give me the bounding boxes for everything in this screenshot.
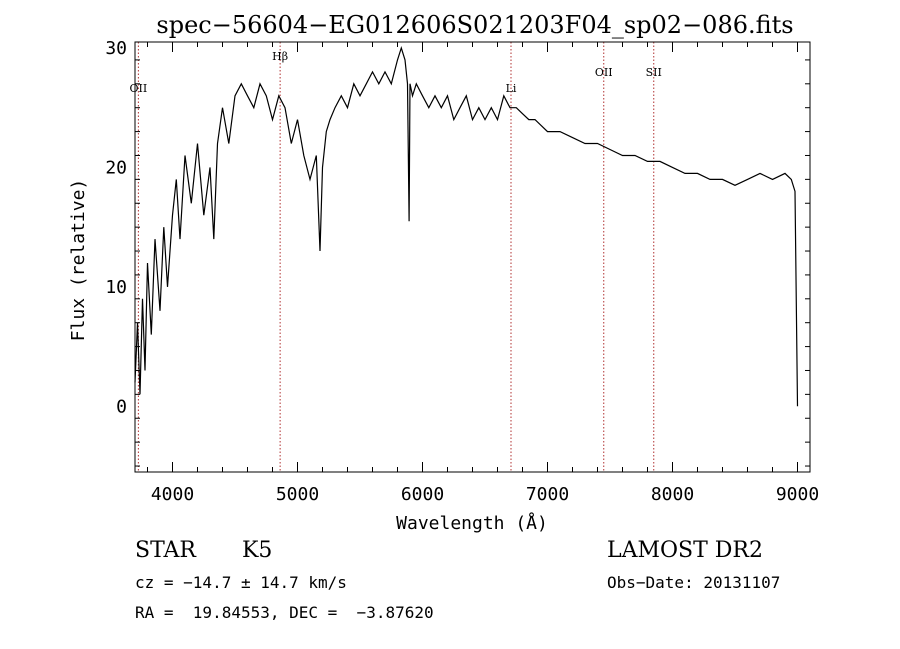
annotation-label: SII: [646, 66, 662, 79]
chart-title: spec−56604−EG012606S021203F04_sp02−086.f…: [156, 11, 793, 39]
plot-frame: [134, 41, 811, 473]
x-tick-label: 8000: [651, 484, 694, 505]
y-tick-label: 10: [105, 277, 127, 298]
x-axis-label: Wavelength (Å): [396, 512, 548, 534]
survey-name: LAMOST DR2: [607, 538, 763, 563]
y-tick-label: 20: [105, 157, 127, 178]
x-tick-label: 7000: [526, 484, 569, 505]
redshift-readout: cz = −14.7 ± 14.7 km/s: [135, 573, 347, 592]
annotation-label: Hβ: [272, 50, 288, 63]
object-subclass: K5: [242, 538, 273, 563]
x-tick-label: 4000: [151, 484, 194, 505]
annotation-label: OII: [595, 66, 613, 79]
y-tick-label: 30: [105, 38, 127, 59]
y-tick-label: 0: [116, 396, 127, 417]
spectrum-line: [134, 46, 799, 407]
y-axis-label: Flux (relative): [68, 179, 89, 342]
x-tick-label: 5000: [276, 484, 319, 505]
coordinates-readout: RA = 19.84553, DEC = −3.87620: [135, 603, 434, 622]
annotation-label: OII: [130, 82, 148, 95]
x-tick-label: 9000: [776, 484, 819, 505]
observation-date: Obs−Date: 20131107: [607, 573, 781, 592]
object-class: STAR: [135, 538, 196, 563]
x-tick-label: 6000: [401, 484, 444, 505]
annotation-label: Li: [506, 82, 517, 95]
